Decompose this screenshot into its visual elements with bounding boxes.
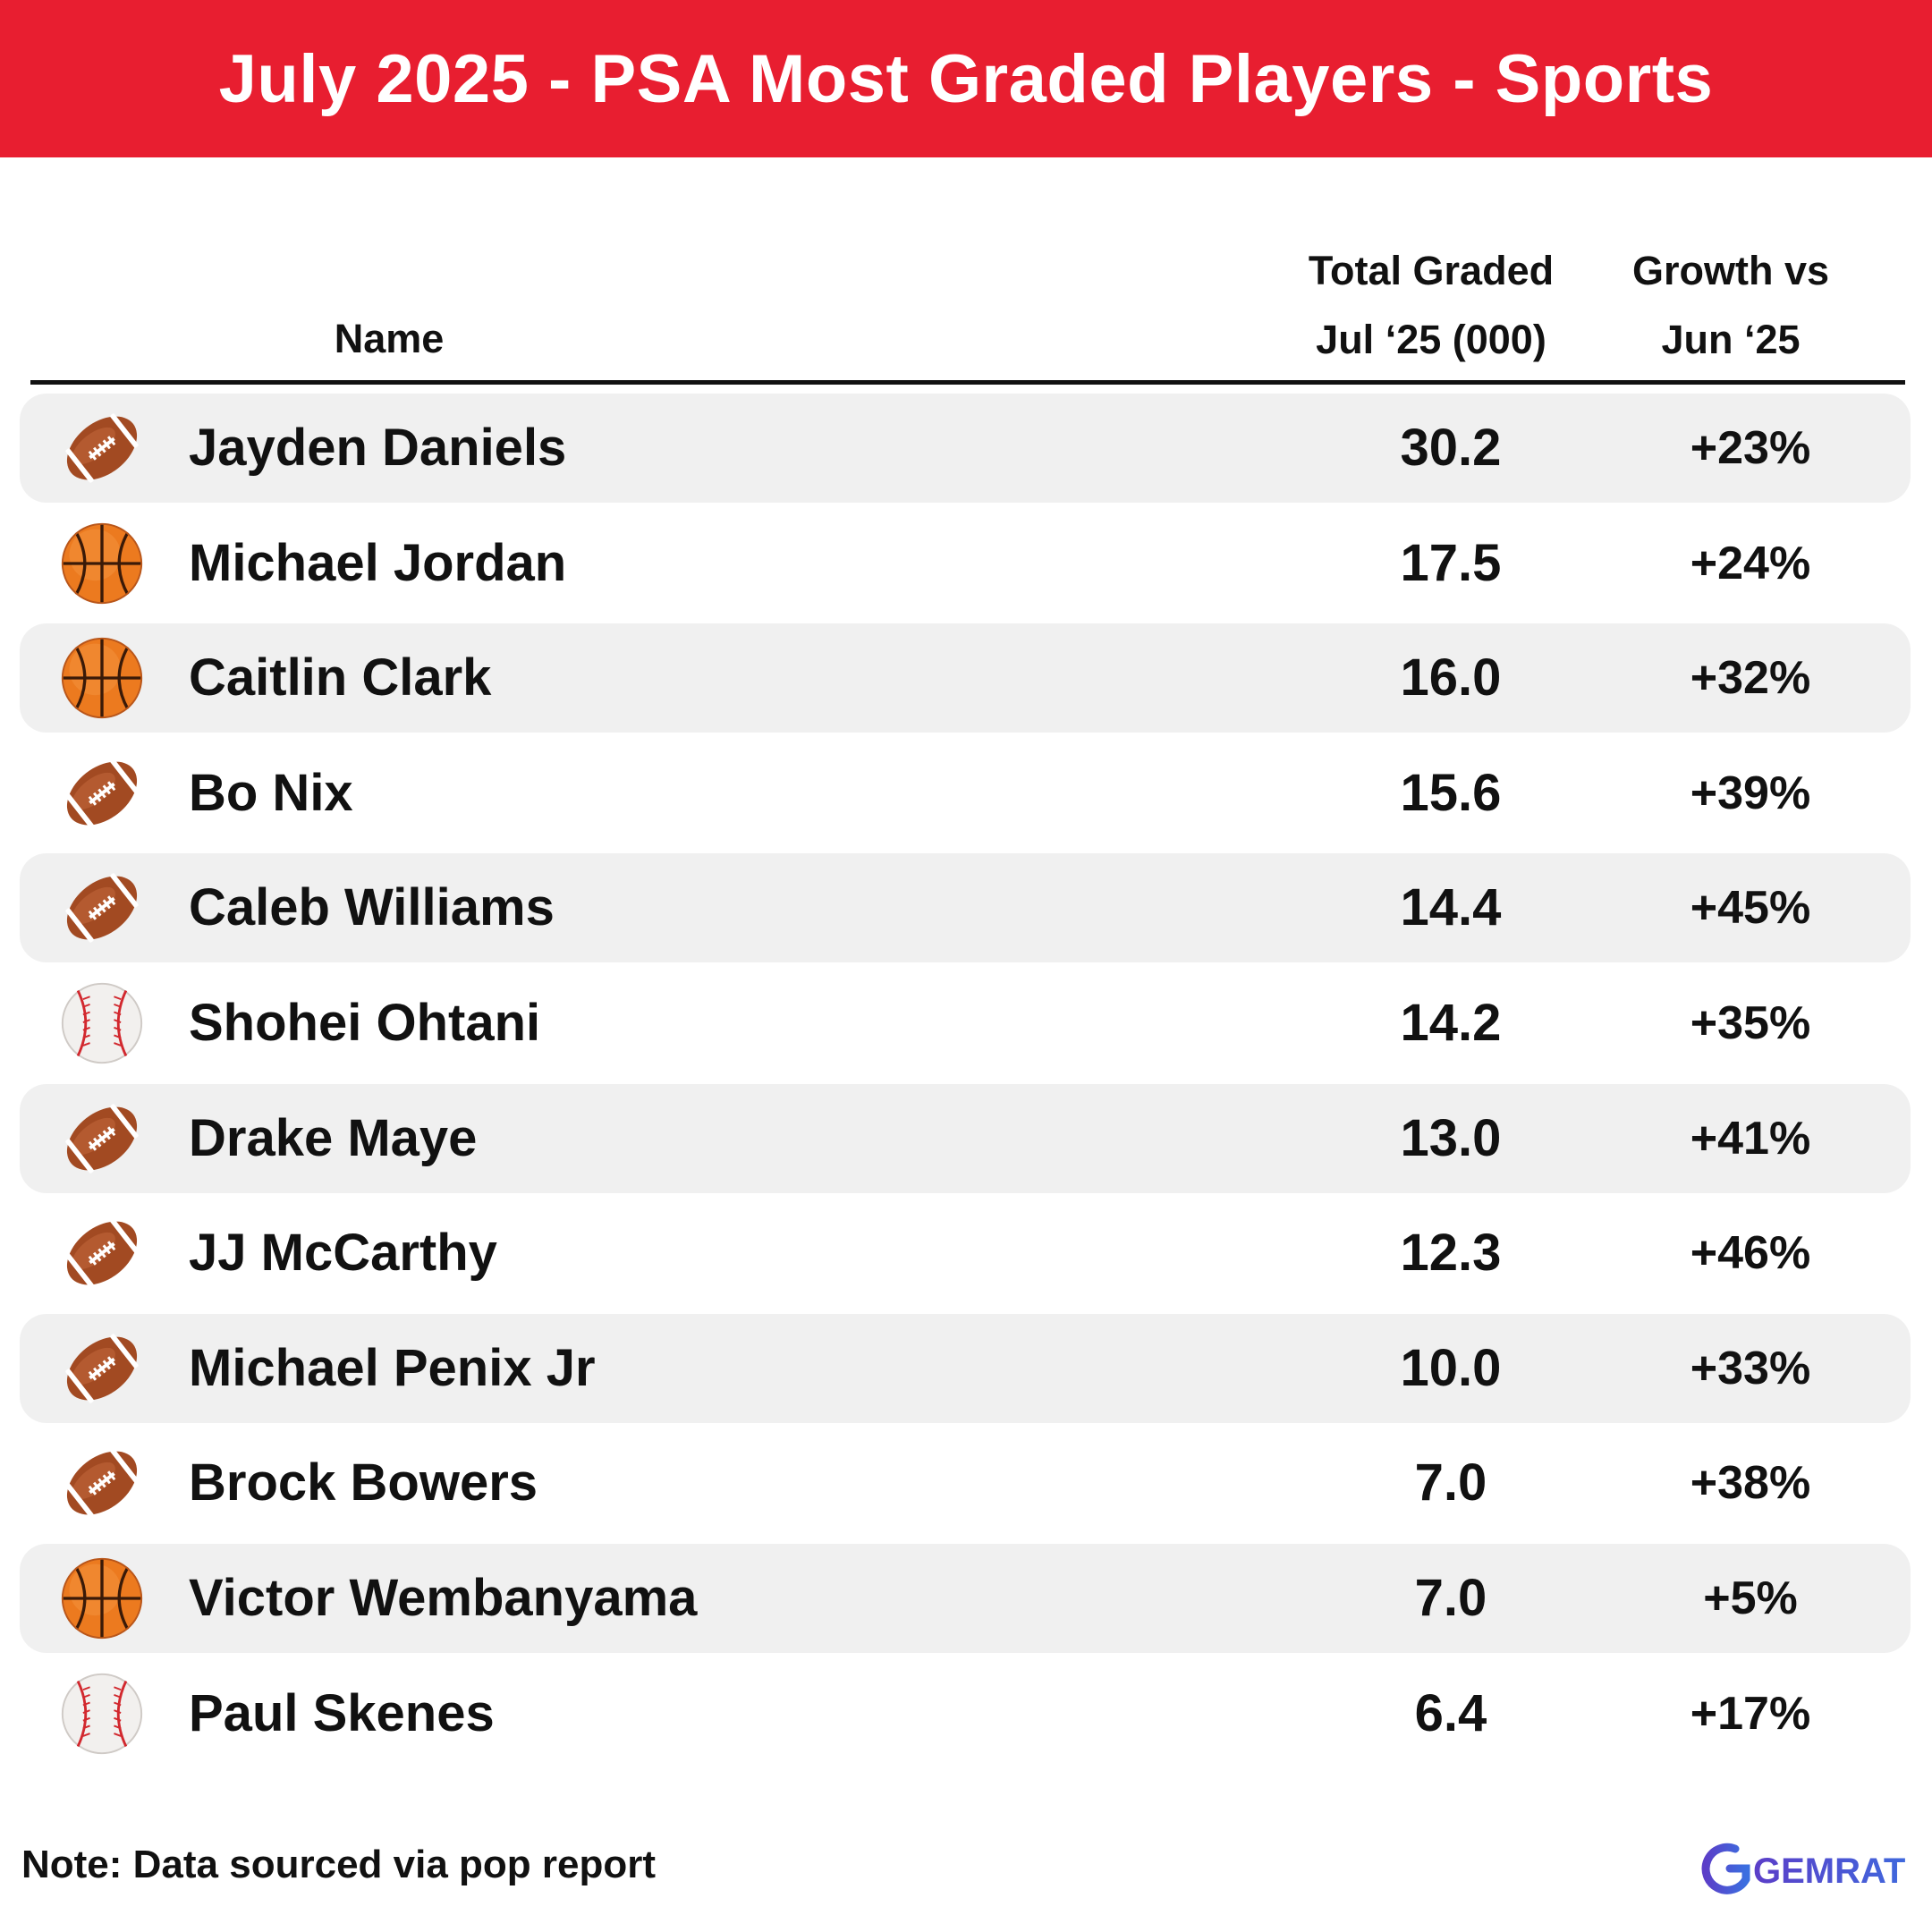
total-graded-value: 12.3 (1400, 1224, 1502, 1283)
player-name: Caleb Williams (189, 878, 555, 937)
growth-value: +41% (1690, 1112, 1811, 1165)
column-header-growth: Growth vs Jun ‘25 (1592, 236, 1869, 374)
player-name: Paul Skenes (189, 1683, 495, 1742)
baseball-icon (61, 982, 143, 1064)
player-name: Michael Penix Jr (189, 1338, 596, 1397)
column-header-total-line1: Total Graded (1308, 248, 1555, 293)
basketball-icon (61, 1557, 143, 1640)
total-graded-value: 16.0 (1400, 648, 1502, 708)
table-row: Caitlin Clark 16.0 +32% (20, 623, 1911, 733)
table-row: Michael Jordan 17.5 +24% (20, 509, 1911, 618)
gemrate-logo-text: GEMRATE (1753, 1852, 1905, 1891)
growth-value: +45% (1690, 882, 1811, 935)
baseball-icon (61, 1673, 143, 1754)
growth-value: +39% (1690, 767, 1811, 819)
total-graded-value: 15.6 (1400, 763, 1502, 822)
footnote: Note: Data sourced via pop report (21, 1843, 657, 1886)
player-name: Michael Jordan (189, 533, 567, 592)
table-row: Bo Nix 15.6 +39% (20, 739, 1911, 848)
total-graded-value: 7.0 (1414, 1453, 1487, 1513)
total-graded-value: 17.5 (1400, 533, 1502, 592)
player-name: Caitlin Clark (189, 648, 492, 708)
player-name: Bo Nix (189, 763, 353, 822)
growth-value: +32% (1690, 652, 1811, 705)
total-graded-value: 14.2 (1400, 994, 1502, 1052)
total-graded-value: 14.4 (1400, 878, 1502, 937)
player-name: JJ McCarthy (189, 1224, 497, 1283)
football-icon (65, 1218, 139, 1288)
player-name: Jayden Daniels (189, 419, 567, 477)
column-header-name: Name (300, 304, 479, 373)
growth-value: +35% (1690, 997, 1811, 1049)
football-icon (65, 758, 139, 828)
table-row: JJ McCarthy 12.3 +46% (20, 1199, 1911, 1308)
title-banner: July 2025 - PSA Most Graded Players - Sp… (0, 0, 1932, 157)
growth-value: +5% (1703, 1572, 1798, 1624)
total-graded-value: 10.0 (1400, 1338, 1502, 1397)
column-header-growth-line2: Jun ‘25 (1661, 317, 1801, 362)
page-title: July 2025 - PSA Most Graded Players - Sp… (218, 40, 1714, 117)
growth-value: +23% (1690, 422, 1811, 474)
football-icon (65, 873, 139, 944)
column-header-total: Total Graded Jul ‘25 (000) (1270, 236, 1592, 374)
table-row: Victor Wembanyama 7.0 +5% (20, 1544, 1911, 1653)
total-graded-value: 6.4 (1414, 1683, 1487, 1742)
football-icon (65, 1334, 139, 1403)
header-rule (30, 380, 1905, 385)
growth-value: +24% (1690, 537, 1811, 589)
player-name: Drake Maye (189, 1108, 478, 1167)
growth-value: +38% (1690, 1457, 1811, 1510)
football-icon (65, 1448, 139, 1519)
table-row: Caleb Williams 14.4 +45% (20, 853, 1911, 963)
growth-value: +33% (1690, 1342, 1811, 1394)
column-header-name-label: Name (334, 316, 445, 361)
column-header-total-line2: Jul ‘25 (000) (1316, 317, 1546, 362)
table-row: Shohei Ohtani 14.2 +35% (20, 969, 1911, 1078)
basketball-icon (61, 638, 143, 719)
growth-value: +17% (1690, 1687, 1811, 1740)
table-row: Drake Maye 13.0 +41% (20, 1083, 1911, 1193)
player-name: Brock Bowers (189, 1453, 538, 1513)
gemrate-logo: GEMRATE (1701, 1843, 1905, 1894)
gemrate-logo-mark (1701, 1843, 1750, 1894)
table-row: Paul Skenes 6.4 +17% (20, 1659, 1911, 1768)
table-row: Brock Bowers 7.0 +38% (20, 1428, 1911, 1538)
player-name: Shohei Ohtani (189, 994, 541, 1052)
total-graded-value: 13.0 (1400, 1108, 1502, 1167)
growth-value: +46% (1690, 1227, 1811, 1280)
table-row: Michael Penix Jr 10.0 +33% (20, 1313, 1911, 1423)
total-graded-value: 30.2 (1400, 419, 1502, 477)
column-header-growth-line1: Growth vs (1631, 248, 1830, 293)
total-graded-value: 7.0 (1414, 1569, 1487, 1627)
football-icon (65, 1103, 139, 1174)
football-icon (65, 413, 139, 483)
basketball-icon (61, 522, 143, 604)
player-name: Victor Wembanyama (189, 1569, 698, 1627)
table-row: Jayden Daniels 30.2 +23% (20, 394, 1911, 503)
